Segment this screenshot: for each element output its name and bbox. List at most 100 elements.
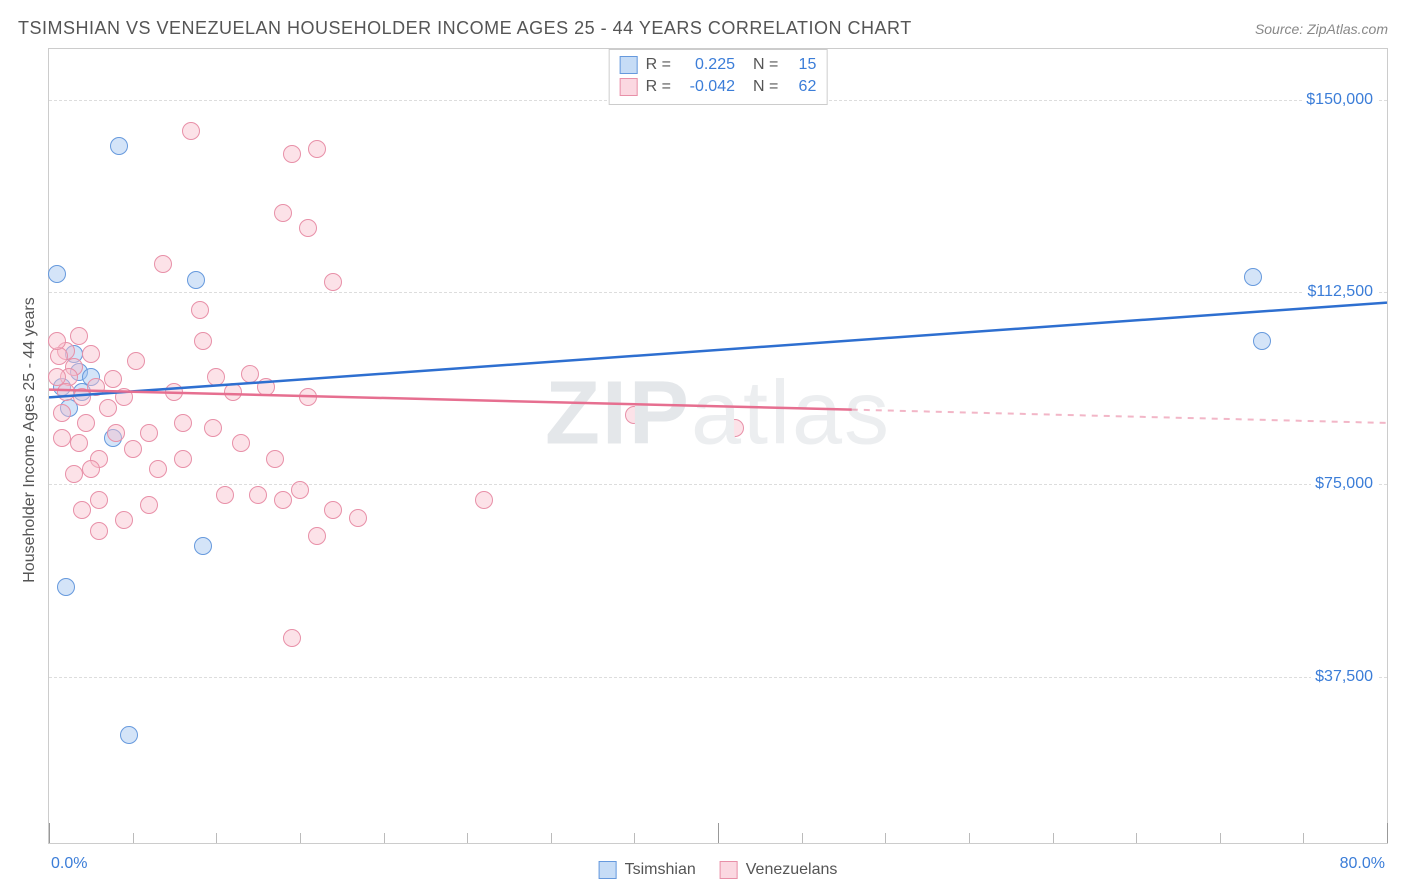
x-tick [300, 833, 301, 843]
data-point [73, 501, 91, 519]
data-point [165, 383, 183, 401]
legend-row: R = -0.042 N = 62 [620, 76, 817, 98]
legend-r-label: R = [646, 76, 671, 98]
legend-n-value: 15 [786, 54, 816, 76]
data-point [90, 522, 108, 540]
x-tick [1136, 833, 1137, 843]
data-point [324, 501, 342, 519]
data-point [90, 491, 108, 509]
x-tick [1053, 833, 1054, 843]
legend-series: Tsimshian Venezuelans [599, 861, 838, 879]
y-axis-title: Householder Income Ages 25 - 44 years [21, 297, 39, 583]
data-point [187, 271, 205, 289]
legend-swatch [620, 56, 638, 74]
data-point [120, 726, 138, 744]
data-point [283, 145, 301, 163]
data-point [70, 434, 88, 452]
data-point [191, 301, 209, 319]
data-point [104, 370, 122, 388]
data-point [53, 404, 71, 422]
legend-n-label: N = [753, 54, 778, 76]
x-tick [634, 833, 635, 843]
data-point [475, 491, 493, 509]
data-point [1253, 332, 1271, 350]
data-point [194, 332, 212, 350]
x-tick [216, 833, 217, 843]
x-tick [551, 833, 552, 843]
data-point [308, 140, 326, 158]
data-point [324, 273, 342, 291]
data-point [57, 578, 75, 596]
data-point [48, 265, 66, 283]
data-point [232, 434, 250, 452]
data-point [124, 440, 142, 458]
data-point [241, 365, 259, 383]
legend-label: Venezuelans [746, 861, 838, 879]
y-tick-label: $150,000 [1302, 91, 1377, 109]
data-point [216, 486, 234, 504]
legend-r-label: R = [646, 54, 671, 76]
data-point [149, 460, 167, 478]
data-point [174, 450, 192, 468]
data-point [110, 137, 128, 155]
chart-title: TSIMSHIAN VS VENEZUELAN HOUSEHOLDER INCO… [18, 18, 912, 39]
x-tick [467, 833, 468, 843]
data-point [53, 429, 71, 447]
legend-item: Venezuelans [720, 861, 838, 879]
data-point [207, 368, 225, 386]
data-point [87, 378, 105, 396]
x-tick-label: 80.0% [1340, 855, 1385, 873]
legend-swatch [720, 861, 738, 879]
data-point [308, 527, 326, 545]
data-point [57, 383, 75, 401]
data-point [274, 491, 292, 509]
data-point [140, 496, 158, 514]
data-point [1244, 268, 1262, 286]
legend-r-value: 0.225 [679, 54, 735, 76]
data-point [174, 414, 192, 432]
x-tick [1220, 833, 1221, 843]
x-tick-label: 0.0% [51, 855, 87, 873]
legend-n-value: 62 [786, 76, 816, 98]
data-point [82, 345, 100, 363]
data-point [249, 486, 267, 504]
legend-swatch [599, 861, 617, 879]
x-tick [718, 823, 719, 843]
x-tick [1387, 823, 1388, 843]
data-point [274, 204, 292, 222]
data-point [299, 388, 317, 406]
data-point [48, 332, 66, 350]
data-point [115, 511, 133, 529]
data-point [283, 629, 301, 647]
data-point [204, 419, 222, 437]
data-point [50, 347, 68, 365]
x-tick [1303, 833, 1304, 843]
data-point [194, 537, 212, 555]
data-point [127, 352, 145, 370]
legend-n-label: N = [753, 76, 778, 98]
data-point [266, 450, 284, 468]
x-tick [969, 833, 970, 843]
data-point [140, 424, 158, 442]
source-label: Source: ZipAtlas.com [1255, 21, 1388, 37]
legend-r-value: -0.042 [679, 76, 735, 98]
legend-item: Tsimshian [599, 861, 696, 879]
x-tick [802, 833, 803, 843]
legend-correlation: R = 0.225 N = 15 R = -0.042 N = 62 [609, 49, 828, 105]
gridline [49, 292, 1387, 293]
data-point [115, 388, 133, 406]
data-point [154, 255, 172, 273]
data-point [299, 219, 317, 237]
data-point [70, 327, 88, 345]
data-point [99, 399, 117, 417]
data-point [182, 122, 200, 140]
y-tick-label: $75,000 [1311, 475, 1377, 493]
data-point [257, 378, 275, 396]
chart-plot-area: ZIPatlas R =0.225N =15R =-0.042N =62 Tsi… [48, 48, 1388, 844]
data-point [107, 424, 125, 442]
data-point [82, 460, 100, 478]
x-tick [885, 833, 886, 843]
y-tick-label: $112,500 [1303, 283, 1377, 301]
x-tick [133, 833, 134, 843]
watermark: ZIPatlas [545, 363, 891, 466]
